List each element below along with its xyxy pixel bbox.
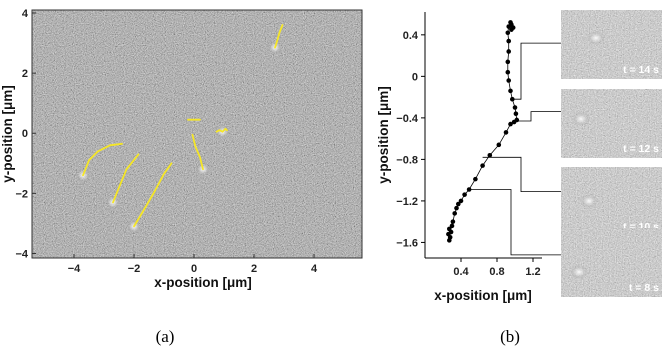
particle-spot	[570, 265, 588, 279]
data-point	[505, 30, 511, 36]
x-tick-label-a: 4	[311, 263, 318, 275]
y-tick-label-b: −1.6	[396, 237, 418, 249]
microscopy-image-background	[32, 10, 362, 258]
trajectory-line	[112, 153, 140, 204]
data-point	[456, 201, 461, 207]
frame-time-label: t = 14 s	[623, 64, 659, 76]
y-tick-label-b: 0.4	[403, 30, 419, 42]
frame-image	[561, 228, 662, 297]
data-point	[452, 211, 458, 216]
y-tick-label-a: −2	[15, 188, 28, 200]
y-tick-label-b: −0.4	[396, 113, 419, 125]
data-point	[505, 59, 511, 65]
y-tick-label-a: 0	[22, 128, 28, 140]
data-point	[508, 121, 513, 127]
x-tick-label-b: 0.8	[489, 266, 504, 278]
particle-spot	[580, 194, 598, 208]
data-point	[466, 187, 472, 192]
x-tick-label-a: −4	[68, 263, 81, 275]
plot-frame-a	[31, 9, 363, 259]
data-point	[447, 226, 452, 232]
caption-b: (b)	[500, 327, 520, 346]
x-tick-label-a: 0	[191, 263, 197, 275]
x-tick-label-b: 1.2	[525, 266, 540, 278]
x-axis-label-a: x-position [μm]	[154, 275, 252, 290]
data-point	[505, 69, 511, 75]
panel-a: −4 −2 0 2 4 −4 −2 0 2 4 x-position [μm] y-positio…	[0, 8, 363, 346]
data-point	[473, 176, 478, 182]
data-point	[496, 142, 502, 148]
y-tick-label-a: 4	[22, 8, 29, 20]
data-point	[458, 198, 464, 204]
particle-spot	[572, 112, 590, 126]
data-point	[512, 105, 518, 110]
x-tick-label-b: 0.4	[453, 266, 469, 278]
y-axis-label-b: y-position [μm]	[376, 86, 391, 184]
y-axis-label-a: y-position [μm]	[0, 85, 15, 183]
data-point	[510, 96, 515, 102]
data-point	[462, 192, 467, 197]
data-point	[480, 163, 485, 168]
data-point	[449, 223, 455, 229]
data-point	[506, 78, 512, 83]
data-point	[513, 111, 519, 117]
frame-connector-line	[469, 189, 561, 256]
particle-spot	[587, 31, 605, 45]
y-tick-label-a: 2	[22, 68, 28, 80]
data-point	[506, 38, 512, 44]
data-point	[508, 20, 513, 25]
time-frame: t = 10 s	[561, 167, 662, 236]
y-tick-label-b: −1.2	[396, 196, 418, 208]
trajectory-line	[82, 142, 123, 177]
frame-connector-line	[512, 42, 561, 100]
trajectory-line	[215, 127, 228, 133]
trajectory-line	[133, 162, 173, 228]
frame-connector-line	[515, 111, 561, 122]
data-point	[503, 130, 509, 135]
panel-b: 0.4 0.8 1.2 0.4 0 −0.4 −0.8 −1.2 −1.6 x-position…	[376, 10, 662, 346]
trajectory-line	[191, 133, 204, 171]
y-tick-label-b: 0	[412, 71, 418, 83]
y-tick-label-b: −0.8	[396, 154, 418, 166]
frame-connector-line	[482, 156, 561, 192]
frame-image	[561, 167, 662, 236]
x-axis-label-b: x-position [μm]	[434, 288, 532, 303]
frame-time-label: t = 12 s	[623, 143, 659, 155]
data-point	[450, 219, 456, 224]
caption-a: (a)	[156, 327, 175, 346]
time-frame: t = 8 s	[561, 228, 662, 297]
x-tick-label-a: 2	[251, 263, 257, 275]
frame-image	[561, 10, 662, 79]
data-point	[506, 49, 512, 54]
data-point	[514, 117, 520, 123]
x-tick-label-a: −2	[128, 263, 141, 275]
data-point	[509, 27, 514, 32]
y-tick-label-a: −4	[15, 248, 28, 260]
data-point	[487, 152, 493, 158]
data-point	[508, 88, 513, 94]
data-point	[454, 205, 459, 211]
trajectory-line	[274, 24, 284, 49]
time-frame: t = 14 s	[561, 10, 662, 79]
frame-time-label: t = 8 s	[629, 282, 659, 294]
time-frame: t = 12 s	[561, 89, 662, 158]
